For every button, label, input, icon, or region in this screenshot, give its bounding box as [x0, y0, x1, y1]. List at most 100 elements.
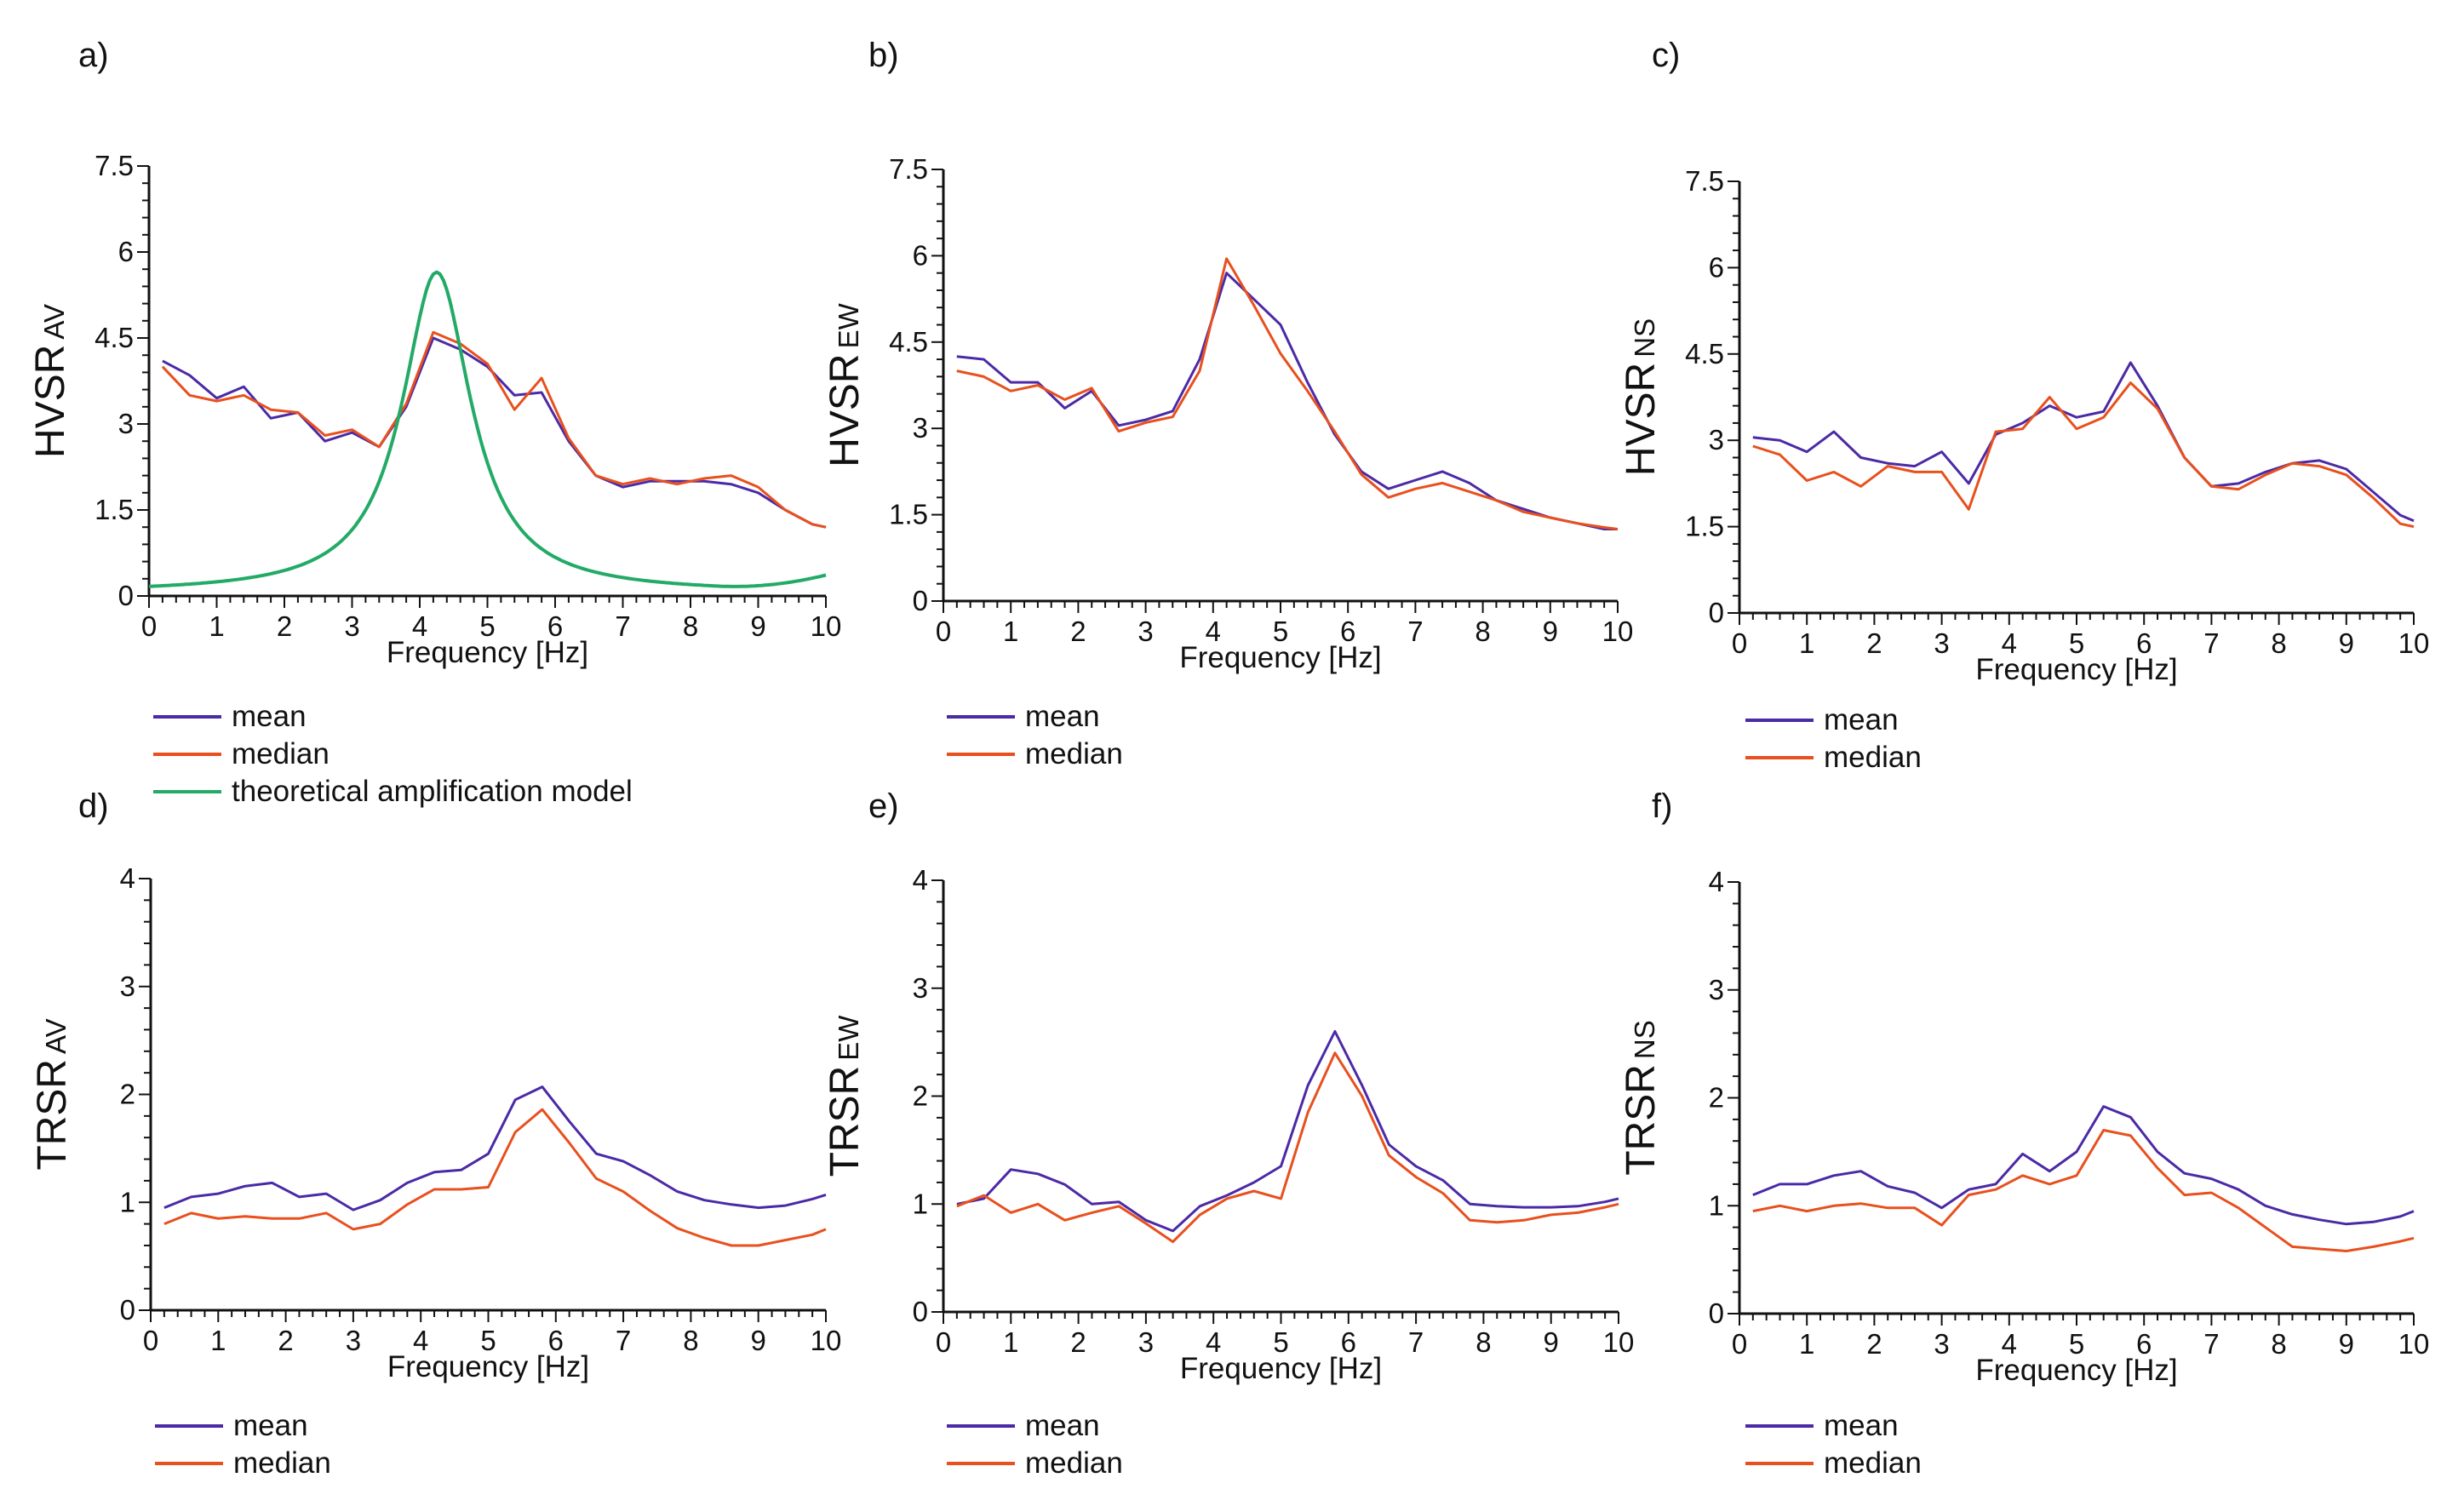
y-tick-label: 3: [913, 972, 928, 1004]
y-tick-label: 4.5: [889, 326, 928, 358]
series-line-mean: [956, 272, 1618, 530]
x-tick-label: 9: [1544, 1326, 1559, 1358]
y-axis-label-main: TRSR: [1619, 1064, 1664, 1176]
x-tick-label: 0: [936, 1326, 951, 1358]
x-tick-label: 7: [2203, 627, 2219, 659]
x-tick-label: 3: [1137, 616, 1153, 647]
y-tick-label: 4: [1709, 866, 1724, 897]
x-tick-label: 0: [1732, 1328, 1747, 1360]
x-axis-label: Frequency [Hz]: [387, 636, 588, 669]
y-tick-label: 3: [1709, 424, 1724, 455]
y-tick-label: 0: [913, 1296, 928, 1327]
y-axis-label-main: HVSR: [822, 353, 868, 467]
legend-label: mean: [1025, 700, 1100, 733]
x-tick-label: 7: [615, 610, 630, 642]
legend: mean median: [1745, 1409, 1922, 1480]
x-tick-label: 9: [2339, 627, 2354, 659]
y-tick-label: 7.5: [1685, 165, 1724, 197]
legend-label: median: [232, 737, 329, 770]
legend-label: mean: [233, 1409, 308, 1442]
x-tick-label: 10: [2398, 1328, 2430, 1360]
y-tick-label: 2: [120, 1079, 135, 1110]
x-tick-label: 6: [547, 610, 563, 642]
y-axis-label-subscript: EW: [833, 302, 864, 348]
y-axis-label: HVSR AV: [28, 304, 73, 458]
y-tick-label: 3: [1709, 974, 1724, 1005]
x-tick-label: 5: [2069, 627, 2084, 659]
x-tick-label: 0: [936, 616, 951, 647]
legend-label: median: [1025, 1446, 1123, 1480]
y-axis-label: TRSR NS: [1619, 1020, 1664, 1176]
y-tick-label: 1: [1709, 1189, 1724, 1221]
x-tick-label: 9: [750, 610, 765, 642]
y-tick-label: 1.5: [95, 494, 134, 525]
panel-label: f): [1652, 788, 1672, 825]
panel-label: e): [868, 788, 899, 825]
x-tick-label: 4: [2002, 627, 2017, 659]
y-tick-label: 1: [913, 1188, 928, 1219]
x-tick-label: 5: [1273, 1326, 1288, 1358]
x-tick-label: 4: [1206, 1326, 1221, 1358]
y-axis-label-main: TRSR: [30, 1059, 75, 1171]
x-tick-label: 7: [2203, 1328, 2219, 1360]
legend-label: mean: [1824, 1409, 1899, 1442]
panel-label: b): [868, 37, 899, 74]
x-tick-label: 1: [1799, 1328, 1814, 1360]
x-tick-label: 1: [210, 1325, 226, 1356]
series-line-median: [956, 257, 1619, 530]
x-tick-label: 3: [1934, 627, 1949, 659]
legend: mean median theoretical amplification mode…: [153, 700, 633, 808]
y-tick-label: 7.5: [95, 150, 134, 181]
panel-label: d): [78, 788, 109, 825]
x-tick-label: 9: [2339, 1328, 2354, 1360]
y-tick-label: 4.5: [1685, 338, 1724, 369]
y-axis-label-main: HVSR: [28, 345, 73, 458]
y-tick-label: 4.5: [95, 322, 134, 353]
y-tick-label: 0: [118, 580, 134, 611]
x-tick-label: 8: [683, 1325, 698, 1356]
y-tick-label: 1: [120, 1186, 135, 1217]
x-tick-label: 5: [480, 1325, 496, 1356]
y-axis-label: TRSR AV: [30, 1018, 75, 1170]
legend-label: theoretical amplification model: [232, 775, 633, 808]
panel-c: c) 0 1 2 3 4 5 6 7 8 9 10 0 1.5 3 4.5 6 7.5 Frequency [Hz]…: [1619, 37, 2429, 774]
legend: mean median: [947, 700, 1123, 770]
legend-label: mean: [1025, 1409, 1100, 1442]
x-tick-label: 8: [2271, 627, 2286, 659]
x-tick-label: 4: [2002, 1328, 2017, 1360]
y-tick-label: 3: [913, 412, 928, 444]
x-tick-label: 10: [811, 610, 842, 642]
y-tick-label: 0: [1709, 1297, 1724, 1329]
x-tick-label: 2: [277, 610, 292, 642]
y-axis-label-main: HVSR: [1619, 363, 1664, 476]
series-line-median: [956, 1051, 1619, 1244]
legend-label: mean: [232, 700, 307, 733]
x-tick-label: 3: [1138, 1326, 1154, 1358]
x-tick-label: 2: [1866, 627, 1882, 659]
x-tick-label: 7: [1407, 616, 1423, 647]
y-axis-label-subscript: AV: [40, 1018, 72, 1054]
panel-label: c): [1652, 37, 1680, 74]
x-tick-label: 6: [1341, 1326, 1356, 1358]
y-tick-label: 0: [120, 1294, 135, 1326]
legend-label: median: [1025, 737, 1123, 770]
x-axis-label: Frequency [Hz]: [387, 1350, 589, 1383]
y-axis-label-subscript: NS: [1629, 1020, 1660, 1059]
x-tick-label: 4: [413, 1325, 428, 1356]
x-tick-label: 0: [141, 610, 157, 642]
x-tick-label: 5: [1273, 616, 1288, 647]
x-tick-label: 3: [344, 610, 359, 642]
x-tick-label: 6: [2136, 627, 2152, 659]
y-tick-label: 2: [1709, 1082, 1724, 1114]
series-line-median: [1752, 1129, 2415, 1252]
legend-label: median: [1824, 741, 1922, 774]
x-tick-label: 1: [1003, 616, 1018, 647]
series-line-median: [161, 330, 827, 529]
y-tick-label: 6: [913, 239, 928, 271]
x-tick-label: 5: [479, 610, 495, 642]
x-tick-label: 10: [1602, 616, 1634, 647]
y-axis-label: TRSR EW: [822, 1015, 868, 1177]
series-line-mean: [163, 1085, 827, 1211]
